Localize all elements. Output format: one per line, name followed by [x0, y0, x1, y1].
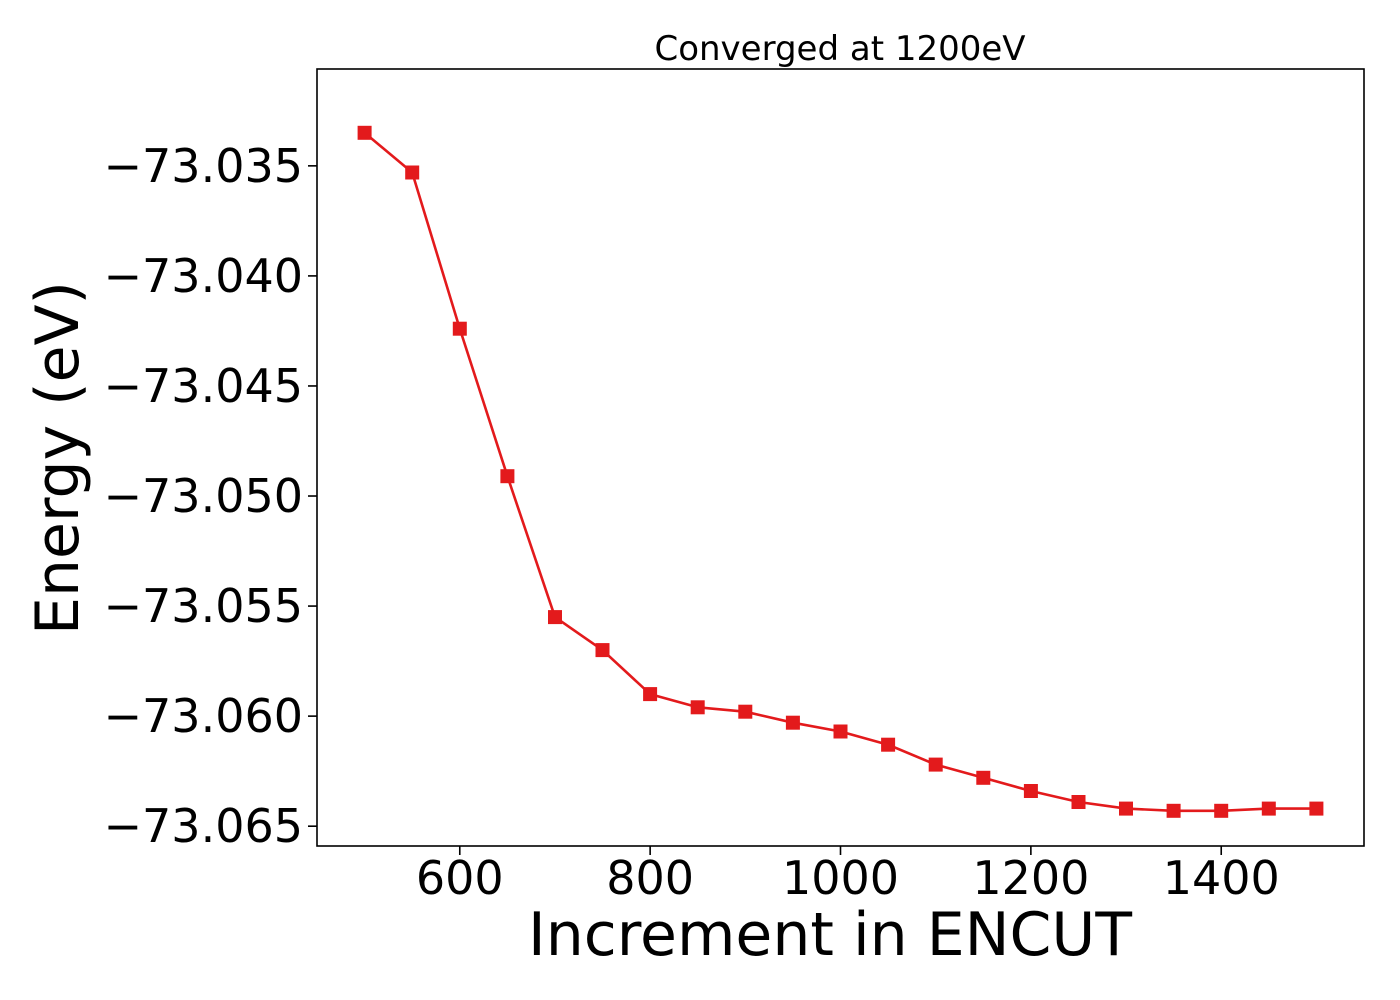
data-point — [405, 165, 420, 180]
data-point — [738, 704, 753, 719]
chart-title: Converged at 1200eV — [654, 29, 1025, 69]
x-tick-label: 1400 — [1163, 851, 1280, 905]
x-tick-label: 600 — [416, 851, 504, 905]
y-tick-label: −73.065 — [104, 799, 304, 853]
data-point — [976, 770, 991, 785]
data-point — [833, 724, 848, 739]
data-point — [1309, 801, 1324, 816]
data-point — [452, 321, 467, 336]
series-layer — [357, 125, 1324, 818]
y-axis: −73.035 −73.040 −73.045 −73.050 −73.055 −73.0… — [104, 139, 317, 853]
y-tick-label: −73.060 — [104, 689, 304, 743]
x-tick-label: 1000 — [782, 851, 899, 905]
data-point — [1119, 801, 1133, 816]
data-point — [1261, 801, 1276, 816]
x-axis-label: Increment in ENCUT — [528, 900, 1132, 970]
data-point — [1023, 784, 1038, 798]
data-point — [595, 643, 610, 658]
data-point — [785, 715, 800, 730]
data-point — [1166, 803, 1181, 818]
data-point — [643, 687, 658, 702]
x-axis: 600 800 1000 1200 1400 — [416, 846, 1280, 905]
data-point — [1214, 803, 1229, 818]
y-axis-label: Energy (eV) — [23, 281, 93, 635]
data-point — [881, 737, 896, 752]
y-tick-label: −73.055 — [104, 579, 304, 633]
data-point — [548, 610, 562, 625]
x-tick-label: 800 — [606, 851, 694, 905]
data-point — [1071, 795, 1086, 809]
y-tick-label: −73.035 — [104, 139, 304, 193]
data-point — [928, 757, 943, 772]
y-tick-label: −73.045 — [104, 359, 304, 413]
x-tick-label: 1200 — [972, 851, 1089, 905]
data-point — [357, 125, 372, 140]
data-point — [690, 700, 705, 715]
data-point — [500, 469, 515, 484]
y-tick-label: −73.050 — [104, 469, 304, 523]
y-tick-label: −73.040 — [104, 249, 304, 303]
